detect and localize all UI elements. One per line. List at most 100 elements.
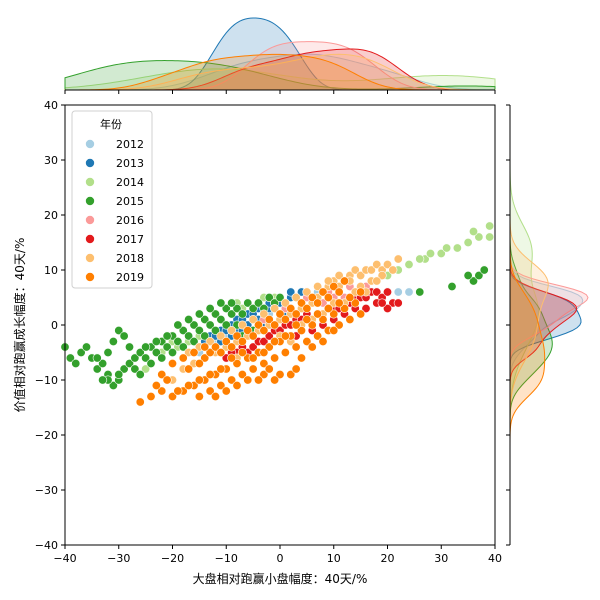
point-2019 <box>286 303 296 313</box>
point-2019 <box>334 287 344 297</box>
point-2019 <box>184 380 194 390</box>
point-2019 <box>162 375 172 385</box>
point-2019 <box>211 391 221 401</box>
point-2014 <box>452 243 462 253</box>
point-2015 <box>151 347 161 357</box>
point-2015 <box>125 358 135 368</box>
x-tick-label: −20 <box>161 552 184 565</box>
point-2015 <box>157 353 167 363</box>
point-2019 <box>135 397 145 407</box>
point-2019 <box>264 314 274 324</box>
point-2015 <box>237 309 247 319</box>
point-2019 <box>264 364 274 374</box>
point-2019 <box>189 347 199 357</box>
point-2019 <box>237 369 247 379</box>
point-2018 <box>216 331 226 341</box>
point-2015 <box>130 364 140 374</box>
point-2018 <box>388 265 398 275</box>
point-2015 <box>162 331 172 341</box>
point-2019 <box>221 336 231 346</box>
point-2019 <box>323 303 333 313</box>
point-2015 <box>114 325 124 335</box>
point-2019 <box>205 347 215 357</box>
point-2019 <box>259 369 269 379</box>
point-2019 <box>334 298 344 308</box>
point-2015 <box>82 342 92 352</box>
point-2015 <box>141 353 151 363</box>
point-2019 <box>227 353 237 363</box>
point-2014 <box>425 249 435 259</box>
point-2019 <box>302 303 312 313</box>
point-2018 <box>372 276 382 286</box>
point-2017 <box>382 303 392 313</box>
point-2014 <box>485 232 495 242</box>
point-2019 <box>291 309 301 319</box>
point-2015 <box>71 358 81 368</box>
point-2019 <box>286 369 296 379</box>
point-2018 <box>377 270 387 280</box>
point-2018 <box>334 270 344 280</box>
legend-label-2013: 2013 <box>116 157 144 170</box>
point-2015 <box>211 325 221 335</box>
point-2015 <box>65 353 75 363</box>
point-2018 <box>280 298 290 308</box>
point-2017 <box>248 342 258 352</box>
legend-label-2012: 2012 <box>116 138 144 151</box>
point-2019 <box>302 336 312 346</box>
x-axis-label: 大盘相对跑赢小盘幅度：40天/% <box>193 571 368 586</box>
point-2018 <box>356 270 366 280</box>
point-2014 <box>468 227 478 237</box>
point-2013 <box>286 287 296 297</box>
point-2019 <box>259 358 269 368</box>
point-2019 <box>259 347 269 357</box>
point-2015 <box>184 314 194 324</box>
point-2015 <box>248 303 258 313</box>
point-2019 <box>184 364 194 374</box>
point-2019 <box>307 292 317 302</box>
point-2019 <box>270 320 280 330</box>
point-2019 <box>216 347 226 357</box>
point-2018 <box>237 320 247 330</box>
legend-marker-2018 <box>85 253 95 263</box>
point-2015 <box>194 325 204 335</box>
point-2015 <box>173 336 183 346</box>
legend-title: 年份 <box>100 117 122 131</box>
point-2015 <box>92 353 102 363</box>
y-tick-label: −30 <box>35 484 58 497</box>
point-2019 <box>280 347 290 357</box>
point-2019 <box>243 375 253 385</box>
point-2019 <box>323 292 333 302</box>
point-2019 <box>345 314 355 324</box>
point-2015 <box>254 298 264 308</box>
point-2019 <box>339 276 349 286</box>
point-2015 <box>108 380 118 390</box>
point-2017 <box>393 298 403 308</box>
point-2015 <box>474 270 484 280</box>
point-2015 <box>211 309 221 319</box>
y-tick-label: −20 <box>35 429 58 442</box>
legend-box <box>71 110 153 289</box>
x-axis-ticks: −40 −30 −20 −10 0 10 20 30 40 <box>53 545 502 565</box>
point-2015 <box>415 287 425 297</box>
point-2019 <box>173 386 183 396</box>
point-2015 <box>227 298 237 308</box>
point-2014 <box>404 259 414 269</box>
legend-marker-2013 <box>85 158 95 168</box>
y-tick-label: 40 <box>44 99 58 112</box>
point-2015 <box>135 347 145 357</box>
point-2015 <box>479 265 489 275</box>
point-2015 <box>146 358 156 368</box>
point-2015 <box>221 320 231 330</box>
point-2018 <box>313 281 323 291</box>
point-2019 <box>313 331 323 341</box>
point-2015 <box>264 292 274 302</box>
point-2019 <box>243 325 253 335</box>
point-2018 <box>350 265 360 275</box>
y-tick-label: 10 <box>44 264 58 277</box>
x-tick-label: −10 <box>215 552 238 565</box>
point-2015 <box>125 342 135 352</box>
legend-label-2016: 2016 <box>116 214 144 227</box>
point-2015 <box>119 364 129 374</box>
point-2014 <box>474 232 484 242</box>
top-kde-series-2018 <box>64 53 496 91</box>
